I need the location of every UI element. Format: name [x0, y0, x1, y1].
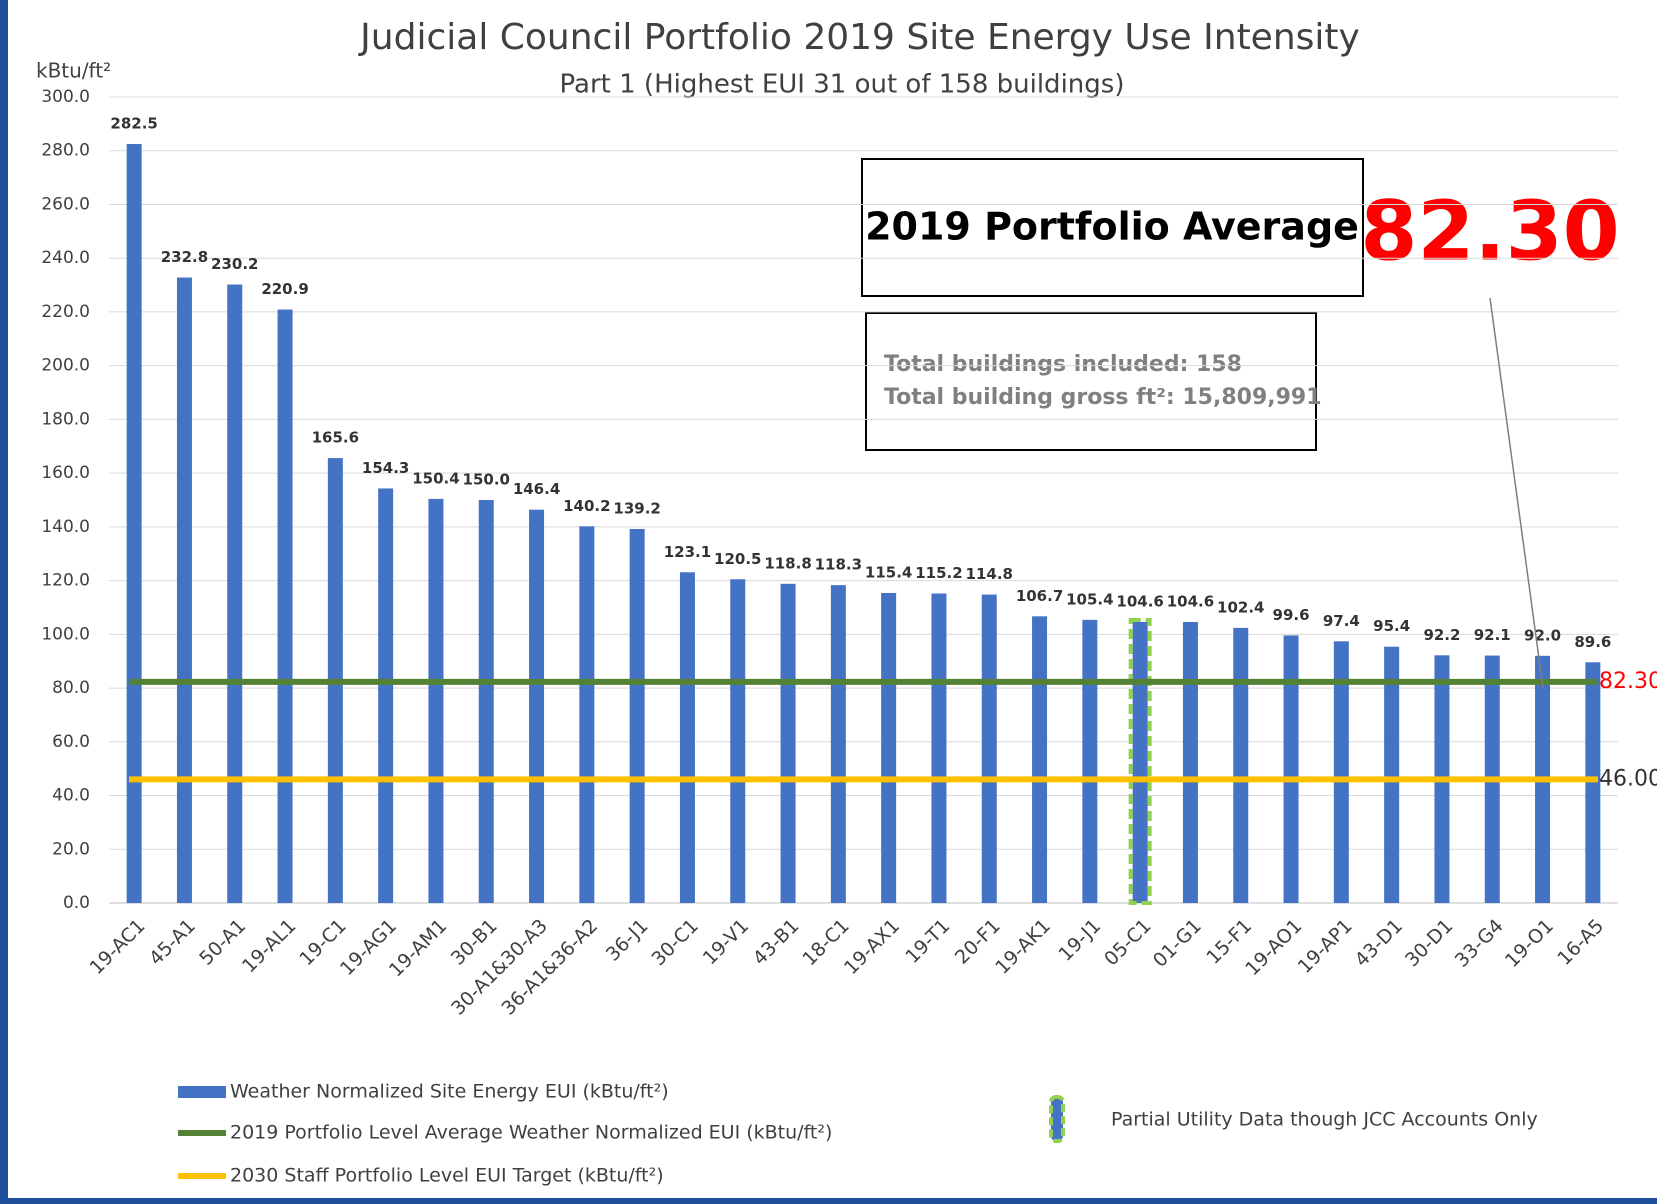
info-line: Total buildings included: 158: [884, 352, 1242, 377]
bar: [830, 585, 846, 903]
value-label: 89.6: [1574, 633, 1611, 651]
bar: [277, 309, 293, 903]
value-label: 92.2: [1423, 626, 1460, 644]
value-label: 118.8: [764, 554, 811, 572]
value-label: 230.2: [211, 255, 258, 273]
value-label: 105.4: [1066, 590, 1113, 608]
value-label: 150.4: [412, 469, 459, 487]
bar: [579, 526, 595, 903]
value-label: 139.2: [613, 500, 660, 518]
bar: [1233, 627, 1249, 903]
average-box: [861, 158, 1364, 297]
bar: [1132, 621, 1148, 903]
value-label: 232.8: [161, 248, 208, 266]
y-tick-label: 80.0: [52, 678, 90, 698]
legend-swatch: [178, 1173, 226, 1179]
value-label: 102.4: [1217, 598, 1264, 616]
y-tick-label: 0.0: [63, 893, 90, 913]
y-tick-label: 100.0: [41, 624, 90, 644]
y-tick-label: 60.0: [52, 732, 90, 752]
bar: [629, 529, 645, 903]
bar: [679, 572, 695, 903]
legend-swatch: [178, 1086, 226, 1098]
info-line: Total building gross ft²: 15,809,991: [884, 385, 1322, 410]
value-label: 104.6: [1167, 592, 1214, 610]
chart-title: Judicial Council Portfolio 2019 Site Ene…: [358, 17, 1360, 58]
bar: [981, 594, 997, 903]
y-tick-label: 260.0: [41, 194, 90, 214]
y-tick-label: 160.0: [41, 463, 90, 483]
value-label: 140.2: [563, 497, 610, 515]
bar: [780, 583, 796, 903]
value-label: 92.1: [1474, 626, 1511, 644]
y-tick-label: 140.0: [41, 517, 90, 537]
info-box: [865, 312, 1317, 451]
y-tick-label: 120.0: [41, 571, 90, 591]
callout-arrow: [1489, 297, 1544, 689]
value-label: 115.2: [915, 564, 962, 582]
bar: [1032, 616, 1048, 903]
average-box-value: 82.30: [1360, 184, 1619, 279]
bar: [478, 500, 494, 903]
value-label: 115.4: [865, 563, 912, 581]
value-label: 123.1: [664, 543, 711, 561]
value-label: 220.9: [261, 280, 308, 298]
value-label: 92.0: [1524, 626, 1561, 644]
value-label: 154.3: [362, 459, 409, 477]
bar: [227, 284, 243, 904]
legend-swatch: [1049, 1095, 1065, 1143]
reference-label: 46.00: [1599, 766, 1657, 791]
legend-label: Partial Utility Data though JCC Accounts…: [1111, 1109, 1538, 1131]
value-label: 97.4: [1323, 612, 1360, 630]
value-label: 104.6: [1116, 592, 1163, 610]
bar: [428, 498, 444, 903]
chart-subtitle: Part 1 (Highest EUI 31 out of 158 buildi…: [560, 70, 1125, 100]
value-label: 95.4: [1373, 617, 1410, 635]
bar: [1384, 646, 1400, 903]
legend-label: 2019 Portfolio Level Average Weather Nor…: [230, 1122, 832, 1144]
y-axis-unit: kBtu/ft²: [36, 59, 111, 83]
legend-label: 2030 Staff Portfolio Level EUI Target (k…: [230, 1165, 664, 1187]
reference-label: 82.30: [1599, 669, 1657, 694]
bar: [730, 579, 746, 903]
legend-label: Weather Normalized Site Energy EUI (kBtu…: [230, 1081, 669, 1103]
value-label: 114.8: [966, 565, 1013, 583]
y-tick-label: 200.0: [41, 356, 90, 376]
bar: [1585, 662, 1601, 903]
value-label: 99.6: [1273, 606, 1310, 624]
average-box-label: 2019 Portfolio Average: [865, 205, 1359, 249]
y-tick-label: 40.0: [52, 786, 90, 806]
value-label: 282.5: [110, 115, 157, 133]
y-tick-label: 180.0: [41, 409, 90, 429]
bar: [931, 593, 947, 903]
y-tick-label: 280.0: [41, 141, 90, 161]
y-tick-label: 220.0: [41, 302, 90, 322]
bar: [1082, 619, 1098, 903]
bar: [1283, 635, 1299, 903]
value-label: 118.3: [815, 556, 862, 574]
legend-swatch: [178, 1130, 226, 1136]
bar: [1182, 621, 1198, 903]
y-tick-label: 20.0: [52, 839, 90, 859]
bar: [176, 277, 192, 903]
value-label: 106.7: [1016, 587, 1063, 605]
value-label: 150.0: [463, 471, 510, 489]
bar: [881, 592, 897, 903]
value-label: 165.6: [312, 429, 359, 447]
y-tick-label: 240.0: [41, 248, 90, 268]
value-label: 146.4: [513, 480, 560, 498]
bar: [378, 488, 394, 903]
bar: [1333, 641, 1349, 903]
bar: [529, 509, 545, 903]
y-tick-label: 300.0: [41, 87, 90, 107]
value-label: 120.5: [714, 550, 761, 568]
bar: [126, 144, 142, 903]
bar-highlight: [1128, 617, 1152, 905]
